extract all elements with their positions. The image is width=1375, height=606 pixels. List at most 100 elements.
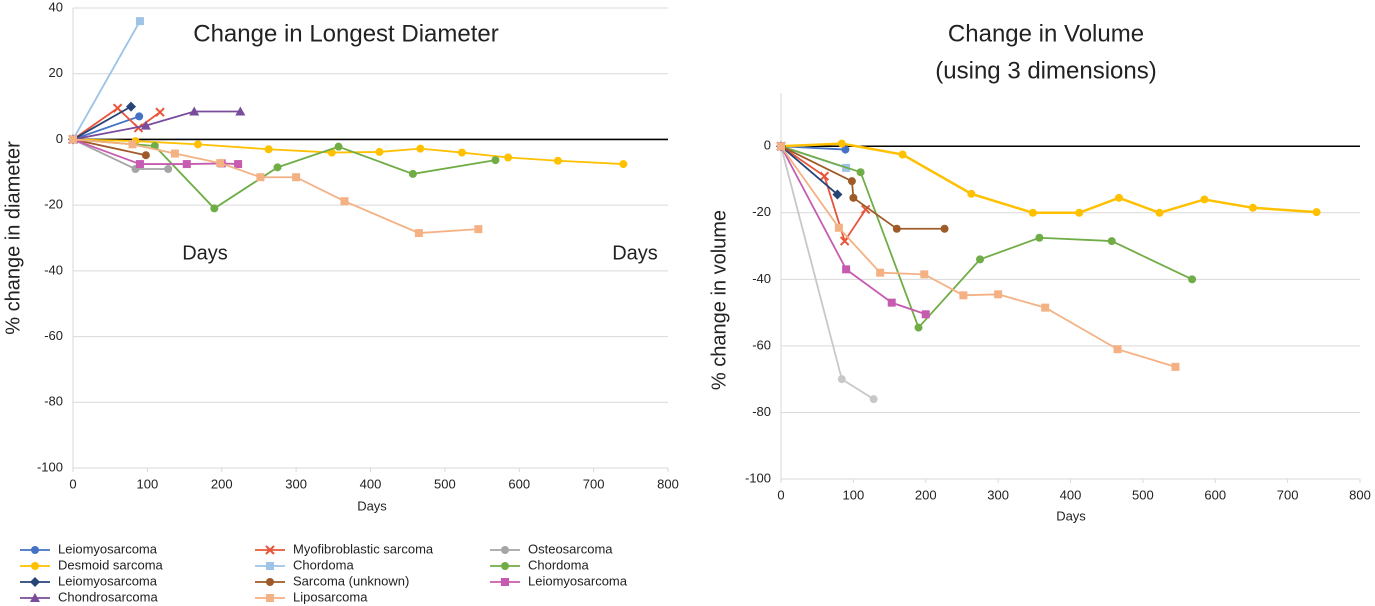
x-tick-label: 600: [1204, 487, 1226, 502]
data-point: [264, 145, 273, 154]
data-point: [140, 120, 151, 130]
y-tick-label: 0: [56, 131, 63, 146]
annotation: Days: [612, 242, 658, 264]
x-tick-label: 300: [987, 487, 1009, 502]
data-point: [182, 160, 191, 169]
x-tick-label: 100: [843, 487, 865, 502]
data-point: [1248, 203, 1257, 212]
data-point: [1114, 193, 1123, 202]
y-tick-label: -40: [752, 271, 771, 286]
data-point: [921, 310, 930, 319]
data-point: [141, 151, 150, 160]
data-point: [819, 171, 830, 181]
data-point: [340, 197, 349, 206]
data-point: [837, 375, 846, 384]
data-point: [842, 265, 851, 274]
data-point: [234, 160, 243, 169]
x-tick-label: 0: [69, 476, 76, 491]
data-point: [1028, 208, 1037, 217]
x-tick-label: 500: [1132, 487, 1154, 502]
y-tick-label: -100: [745, 470, 771, 485]
y-tick-label: -100: [37, 459, 63, 474]
y-tick-label: 40: [49, 0, 63, 14]
data-point: [856, 168, 865, 177]
data-point: [292, 173, 301, 182]
data-point: [135, 17, 144, 26]
data-point: [860, 204, 871, 215]
data-point: [256, 173, 265, 182]
legend-marker: [266, 578, 274, 586]
y-tick-label: 0: [764, 138, 771, 153]
data-point: [920, 270, 929, 279]
y-tick-label: -20: [752, 204, 771, 219]
legend-label: Sarcoma (unknown): [293, 573, 409, 588]
data-point: [414, 229, 423, 238]
data-point: [216, 159, 225, 168]
data-point: [967, 189, 976, 198]
data-point: [135, 160, 144, 169]
data-point: [408, 169, 417, 178]
data-point: [619, 160, 628, 169]
data-point: [334, 142, 343, 151]
y-tick-label: -40: [44, 262, 63, 277]
x-tick-label: 200: [211, 476, 233, 491]
legend-label: Desmoid sarcoma: [58, 557, 164, 572]
data-point: [832, 189, 843, 200]
y-tick-label: -60: [752, 337, 771, 352]
legend-marker: [31, 546, 39, 554]
data-point: [474, 225, 483, 234]
data-point: [273, 163, 282, 172]
legend-label: Liposarcoma: [293, 589, 368, 604]
legend-label: Chondrosarcoma: [58, 589, 158, 604]
data-point: [1075, 208, 1084, 217]
data-point: [839, 236, 850, 246]
data-point: [876, 268, 885, 277]
data-point: [135, 112, 144, 121]
data-point: [892, 224, 901, 233]
y-tick-label: -80: [44, 394, 63, 409]
data-point: [959, 291, 968, 300]
data-point: [327, 148, 336, 157]
data-point: [126, 101, 137, 112]
data-point: [553, 156, 562, 165]
data-point: [898, 150, 907, 159]
data-point: [994, 290, 1003, 299]
x-tick-label: 800: [657, 476, 679, 491]
data-point: [1171, 362, 1180, 371]
data-point: [1035, 233, 1044, 242]
data-point: [1041, 303, 1050, 312]
x-axis-label: Days: [1056, 508, 1086, 523]
data-point: [170, 149, 179, 158]
x-tick-label: 700: [583, 476, 605, 491]
y-axis-label: % change in diameter: [2, 141, 24, 335]
annotation: Days: [182, 242, 228, 264]
chart-title: Change in Volume: [948, 20, 1144, 47]
legend-marker: [30, 593, 40, 602]
data-point: [69, 135, 77, 144]
y-axis-label: % change in volume: [708, 210, 730, 390]
data-point: [189, 106, 200, 116]
data-point: [777, 142, 785, 151]
x-tick-label: 100: [137, 476, 159, 491]
y-tick-label: -20: [44, 197, 63, 212]
data-point: [1312, 208, 1321, 217]
data-point: [112, 103, 123, 113]
data-point: [504, 153, 513, 162]
data-point: [1107, 237, 1116, 246]
series-line: [72, 115, 140, 141]
series-line: [72, 107, 161, 141]
legend-label: Myofibroblastic sarcoma: [293, 541, 434, 556]
data-point: [210, 204, 219, 213]
legend-marker: [266, 594, 274, 602]
legend-marker: [501, 578, 509, 586]
data-point: [976, 255, 985, 264]
series-line: [72, 110, 241, 141]
x-tick-label: 400: [360, 476, 382, 491]
x-tick-label: 300: [285, 476, 307, 491]
legend-label: Leiomyosarcoma: [58, 573, 158, 588]
x-tick-label: 600: [508, 476, 530, 491]
x-tick-label: 700: [1277, 487, 1299, 502]
legend-label: Chordoma: [528, 557, 589, 572]
series-line: [780, 145, 867, 244]
